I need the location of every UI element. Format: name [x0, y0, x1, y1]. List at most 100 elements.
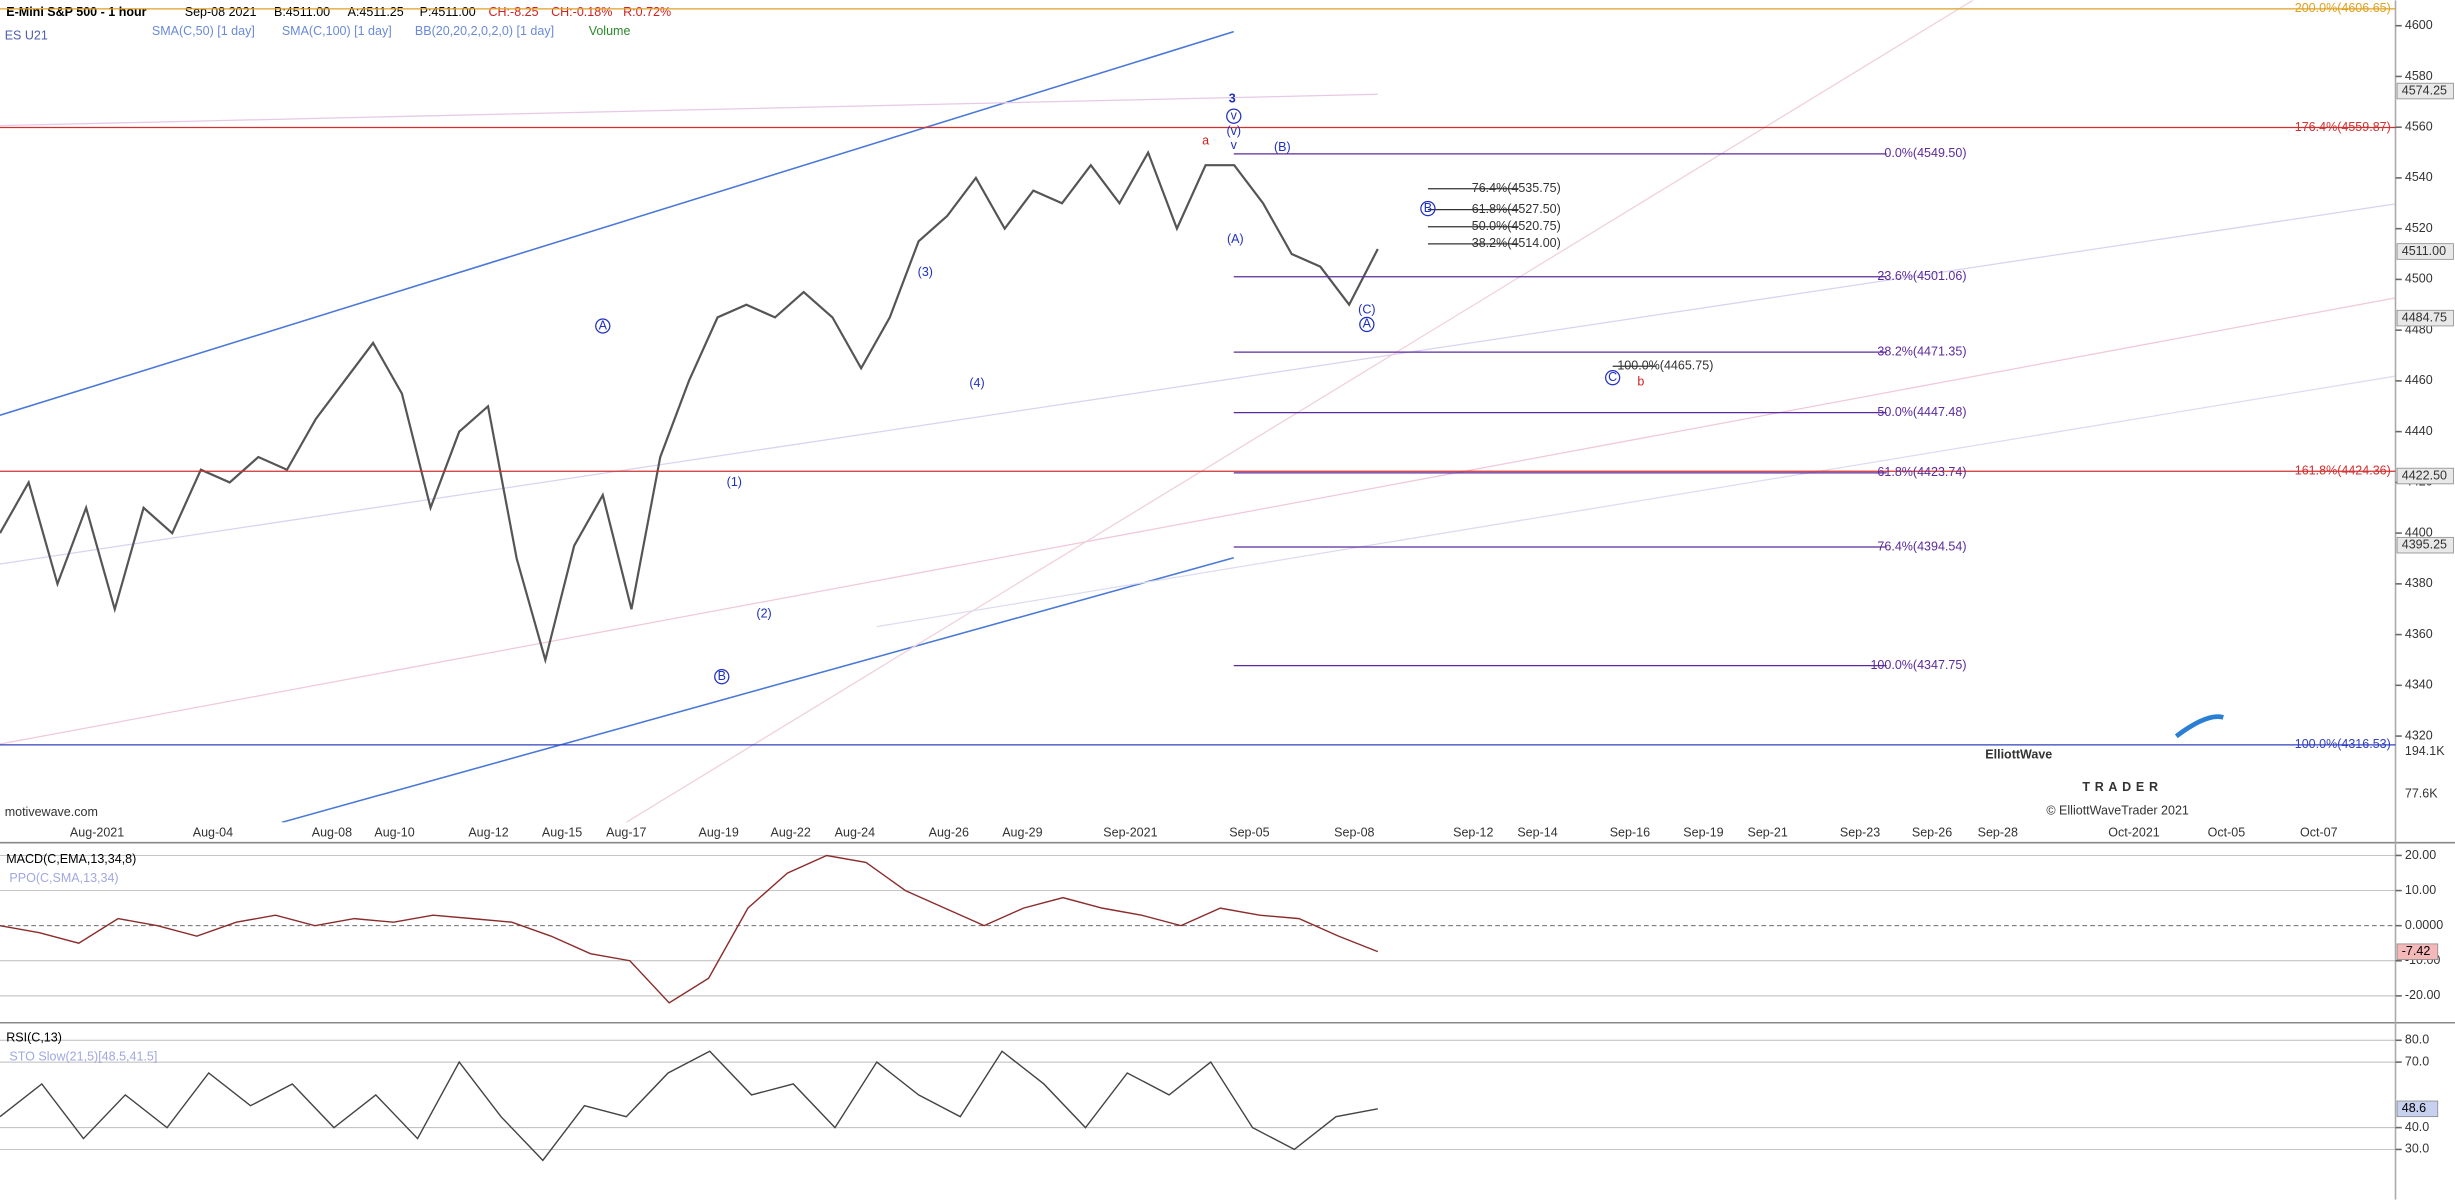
y-tick-label: 0.0000: [2405, 918, 2443, 932]
series-line: [0, 149, 1379, 665]
fib-label: 0.0%(4549.50): [1884, 146, 1966, 160]
quote: Sep-08 2021: [185, 5, 257, 19]
target-label: 61.8%(4527.50): [1472, 202, 1561, 216]
watermark-brand: ElliottWave: [1985, 747, 2052, 761]
wave-label: (A): [1227, 232, 1244, 246]
x-tick-label: Sep-23: [1840, 826, 1880, 840]
source: motivewave.com: [5, 805, 98, 819]
price-label-box: [2396, 82, 2454, 100]
trend-lines: [0, 0, 2396, 823]
y-tick-label: 4440: [2405, 424, 2433, 438]
study-label: Volume: [589, 24, 631, 38]
y-tick-label: 20.00: [2405, 848, 2436, 862]
wave-circle: [1604, 370, 1621, 386]
wave-label: A: [599, 318, 608, 332]
price-label: 4574.25: [2402, 83, 2447, 97]
wave-label: b: [1637, 375, 1644, 389]
change: R:0.72%: [623, 5, 671, 19]
y-tick-label: -20.00: [2405, 988, 2441, 1002]
wave-circle: [714, 669, 730, 685]
panel-title: MACD(C,EMA,13,34,8): [6, 852, 136, 866]
y-tick-label: 4580: [2405, 69, 2433, 83]
x-tick-label: Sep-14: [1517, 826, 1557, 840]
wave-label: B: [1424, 201, 1432, 215]
fib-label: 61.8%(4423.74): [1877, 465, 1966, 479]
y-tick-label: 4600: [2405, 18, 2433, 32]
fib-label: 76.4%(4394.54): [1877, 539, 1966, 553]
extension-label: 176.4%(4559.87): [2295, 120, 2391, 134]
x-tick-label: Sep-28: [1978, 826, 2018, 840]
watermark-sub: TRADER: [2082, 780, 2162, 794]
x-tick-label: Aug-08: [312, 826, 352, 840]
x-tick-label: Oct-07: [2300, 826, 2338, 840]
price-label-box: [2396, 536, 2454, 554]
x-tick-label: Aug-19: [698, 826, 738, 840]
symbol: ES U21: [5, 29, 48, 43]
x-tick-label: Sep-12: [1453, 826, 1493, 840]
y-tick-label: 4360: [2405, 627, 2433, 641]
change: CH:-8.25: [488, 5, 538, 19]
extension-label: 100.0%(4316.53): [2295, 737, 2391, 751]
x-tick-label: Oct-2021: [2108, 826, 2160, 840]
volume-label: 194.1K: [2405, 744, 2445, 758]
target-label: 38.2%(4514.00): [1472, 236, 1561, 250]
x-tick-label: Aug-12: [468, 826, 508, 840]
y-tick-label: 4500: [2405, 272, 2433, 286]
x-tick-label: Sep-05: [1229, 826, 1269, 840]
price-label-box: [2396, 467, 2454, 485]
wave-circle: [1359, 316, 1375, 333]
y-tick-label: 4400: [2405, 525, 2433, 539]
wave-circle: [1226, 108, 1242, 124]
study-label: SMA(C,50) [1 day]: [152, 24, 255, 38]
price-label-box: [2396, 309, 2454, 327]
quote: B:4511.00: [274, 5, 330, 19]
x-tick-label: Aug-17: [606, 826, 646, 840]
wave-label: (3): [918, 265, 933, 279]
last-value: -7.42: [2402, 944, 2431, 958]
target-label: 50.0%(4520.75): [1472, 219, 1561, 233]
y-tick-label: 4340: [2405, 678, 2433, 692]
quote: P:4511.00: [420, 5, 476, 19]
wave-label: C: [1608, 370, 1617, 384]
x-tick-label: Sep-08: [1334, 826, 1374, 840]
panel-title: RSI(C,13): [6, 1031, 62, 1045]
y-tick-label: 10.00: [2405, 883, 2436, 897]
volume-label: 77.6K: [2405, 786, 2438, 800]
x-tick-label: Sep-26: [1912, 826, 1952, 840]
price-label: 4511.00: [2402, 244, 2446, 258]
y-tick-label: 4560: [2405, 120, 2433, 134]
fib-label: 23.6%(4501.06): [1877, 269, 1966, 283]
study-label: SMA(C,100) [1 day]: [282, 24, 392, 38]
series-line: [0, 854, 1379, 1004]
y-tick-label: 30.0: [2405, 1142, 2429, 1156]
y-tick-label: 70.0: [2405, 1054, 2429, 1068]
x-tick-label: Aug-29: [1002, 826, 1042, 840]
x-tick-label: Sep-21: [1747, 826, 1787, 840]
extension-label: 200.0%(4606.65): [2295, 1, 2391, 15]
wave-circle: [1420, 200, 1436, 217]
x-tick-label: Sep-16: [1610, 826, 1650, 840]
last-value-box: [2396, 943, 2439, 960]
wave-label: a: [1202, 134, 1209, 148]
fib-label: 100.0%(4347.75): [1870, 658, 1966, 672]
x-tick-label: Aug-04: [193, 826, 233, 840]
x-tick-label: Aug-10: [374, 826, 414, 840]
last-value-box: [2396, 1100, 2439, 1118]
series-line: [0, 1050, 1378, 1162]
y-tick-label: 4540: [2405, 170, 2433, 184]
x-tick-label: Aug-24: [835, 826, 875, 840]
fib-label: 38.2%(4471.35): [1877, 344, 1966, 358]
change: CH:-0.18%: [551, 5, 612, 19]
wave-circle: [595, 318, 611, 334]
x-tick-label: Sep-2021: [1103, 826, 1157, 840]
y-tick-label: 40.0: [2405, 1120, 2429, 1134]
x-tick-label: Aug-22: [770, 826, 810, 840]
y-tick-label: 4520: [2405, 221, 2433, 235]
last-value: 48.6: [2402, 1101, 2426, 1115]
price-label: 4484.75: [2402, 310, 2447, 324]
quote: A:4511.25: [348, 5, 404, 19]
x-tick-label: Sep-19: [1683, 826, 1723, 840]
